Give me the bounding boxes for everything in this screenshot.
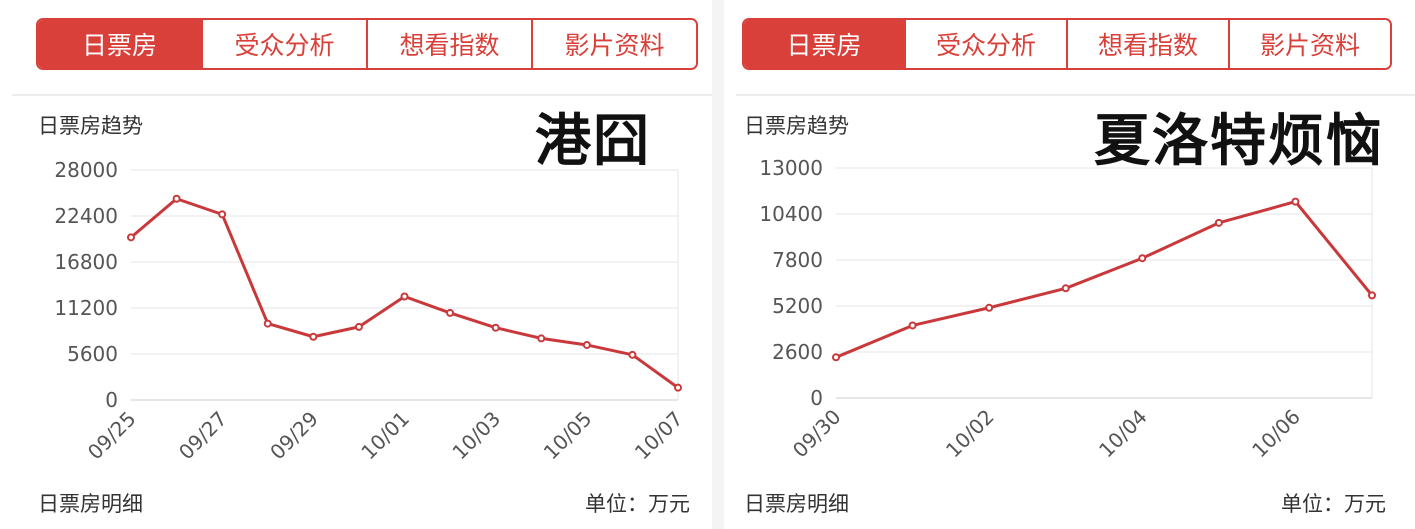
- x-tick-label: 10/04: [1094, 405, 1152, 463]
- x-tick-label: 10/01: [356, 407, 414, 465]
- y-tick-label: 11200: [54, 296, 118, 320]
- x-tick-label: 09/29: [265, 407, 323, 465]
- tab-daily-box-office[interactable]: 日票房: [744, 20, 904, 68]
- data-point: [263, 319, 272, 328]
- data-point: [537, 334, 546, 343]
- data-point: [354, 322, 363, 331]
- data-point: [127, 233, 135, 242]
- x-tick-label: 09/30: [788, 405, 846, 463]
- unit-label: 单位：万元: [585, 492, 690, 516]
- left-panel: 日票房 受众分析 想看指数 影片资料 日票房趋势 港囧 0 5600 11200 16…: [12, 18, 712, 516]
- data-point: [172, 194, 181, 203]
- tab-daily-box-office[interactable]: 日票房: [38, 20, 201, 68]
- data-point: [628, 350, 637, 359]
- data-point: [908, 321, 917, 330]
- data-point: [491, 323, 500, 332]
- divider: [12, 94, 712, 96]
- x-tick-label: 09/27: [174, 407, 232, 465]
- data-point: [674, 383, 682, 392]
- y-tick-label: 7800: [772, 248, 823, 272]
- tab-film-info[interactable]: 影片资料: [531, 20, 696, 68]
- tab-audience-analysis[interactable]: 受众分析: [904, 20, 1066, 68]
- y-tick-label: 5200: [772, 294, 823, 318]
- y-tick-label: 22400: [54, 204, 118, 228]
- y-tick-label: 10400: [759, 202, 823, 226]
- unit-label: 单位：万元: [1281, 492, 1386, 516]
- y-tick-label: 0: [810, 386, 823, 410]
- x-tick-label: 10/06: [1247, 405, 1305, 463]
- tab-film-info[interactable]: 影片资料: [1228, 20, 1390, 68]
- data-point: [1291, 197, 1300, 206]
- y-tick-label: 13000: [759, 156, 823, 180]
- x-tick-label: 10/07: [630, 407, 688, 465]
- data-point: [582, 340, 591, 349]
- data-point: [400, 292, 409, 301]
- x-tick-label: 10/02: [941, 405, 999, 463]
- line-chart-right: 0 2600 5200 7800 10400 13000 09/30 10/02 10/04 10…: [759, 156, 1376, 463]
- y-tick-label: 0: [105, 388, 118, 412]
- data-point: [309, 332, 318, 341]
- chart-overlay-title: 港囧: [535, 109, 651, 174]
- y-tick-label: 2600: [772, 340, 823, 364]
- x-tick-label: 10/03: [447, 407, 505, 465]
- data-point: [218, 210, 227, 219]
- detail-heading[interactable]: 日票房明细: [744, 492, 849, 516]
- section-title: 日票房趋势: [744, 114, 849, 138]
- y-tick-label: 28000: [54, 158, 118, 182]
- data-point: [985, 303, 994, 312]
- tab-bar: 日票房 受众分析 想看指数 影片资料: [36, 18, 698, 70]
- tab-want-to-see-index[interactable]: 想看指数: [366, 20, 531, 68]
- tab-want-to-see-index[interactable]: 想看指数: [1066, 20, 1228, 68]
- section-title: 日票房趋势: [38, 114, 143, 138]
- line-chart-left: 0 5600 11200 16800 22400 28000 09/25 09/27 09/29…: [54, 158, 688, 465]
- y-tick-label: 5600: [67, 342, 118, 366]
- data-point: [446, 308, 455, 317]
- x-tick-label: 10/05: [539, 407, 597, 465]
- y-tick-label: 16800: [54, 250, 118, 274]
- data-point: [1368, 291, 1376, 300]
- series-line: [835, 200, 1374, 359]
- data-point: [1214, 218, 1223, 227]
- chart-overlay-title: 夏洛特烦恼: [1094, 109, 1384, 174]
- tab-bar: 日票房 受众分析 想看指数 影片资料: [742, 18, 1392, 70]
- data-point: [1138, 254, 1147, 263]
- data-point: [832, 353, 840, 362]
- tab-audience-analysis[interactable]: 受众分析: [201, 20, 366, 68]
- data-point: [1061, 284, 1070, 293]
- right-panel: 日票房 受众分析 想看指数 影片资料 日票房趋势 夏洛特烦恼 0 2600 5200…: [724, 0, 1415, 529]
- x-tick-label: 09/25: [83, 407, 141, 465]
- detail-heading[interactable]: 日票房明细: [38, 492, 143, 516]
- divider: [736, 94, 1415, 96]
- panel-gap: [712, 0, 724, 529]
